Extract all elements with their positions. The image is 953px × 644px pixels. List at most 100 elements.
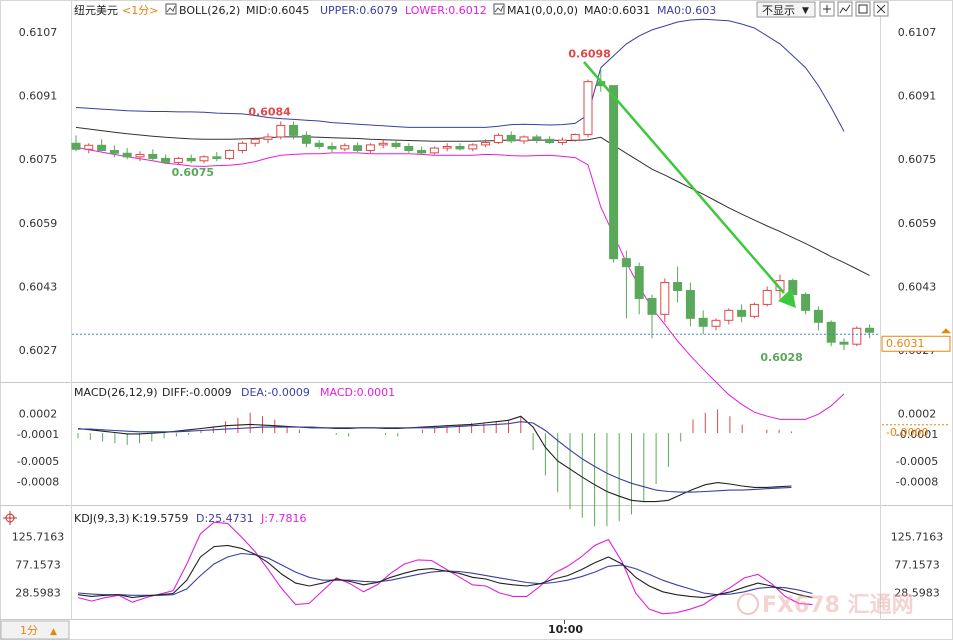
candle-body xyxy=(391,142,401,147)
extreme-label: 0.6075 xyxy=(172,166,214,179)
boll-lower-value: LOWER:0.6012 xyxy=(405,4,487,17)
ma1-label: MA1(0,0,0,0) xyxy=(507,4,578,17)
y-tick-left: 0.6091 xyxy=(19,90,58,103)
macd-panel: 0.0002 0.0002 -0.0001 -0.0001 -0.0005 -0.0005… xyxy=(17,408,950,527)
extreme-label: 0.6028 xyxy=(760,351,802,364)
last-price-value: 0.6031 xyxy=(886,337,925,350)
candle xyxy=(442,143,452,152)
candle xyxy=(301,131,311,148)
macd-y-tick-left: -0.0001 xyxy=(17,428,59,441)
candle-body xyxy=(737,309,747,317)
candle-body xyxy=(212,156,222,159)
candle-body xyxy=(557,139,567,144)
candle xyxy=(212,152,222,162)
y-tick-right: 0.6075 xyxy=(898,153,937,166)
macd-dea-line xyxy=(78,421,792,493)
candle-body xyxy=(583,81,593,136)
candle-body xyxy=(97,144,107,151)
candle xyxy=(506,131,516,144)
y-tick-left: 0.6075 xyxy=(19,153,58,166)
candle-body xyxy=(289,124,299,136)
candle xyxy=(621,250,631,319)
main-annotations: 0.6031 0.6098 0.6084 0.6075 0.6028 xyxy=(72,48,951,364)
candle xyxy=(417,146,427,155)
kdj-name: KDJ(9,3,3) xyxy=(74,512,130,525)
kdj-panel: 125.7163 125.7163 77.1573 77.1573 28.5983 28.… xyxy=(12,521,944,615)
candle xyxy=(557,137,567,145)
crosshair-settings-icon[interactable] xyxy=(3,511,17,525)
close-icon[interactable] xyxy=(873,1,889,17)
candle-body xyxy=(148,153,158,159)
indicator-settings-icon[interactable] xyxy=(837,1,853,17)
candle xyxy=(852,326,862,347)
candle xyxy=(839,338,849,351)
candle xyxy=(148,149,158,161)
candle xyxy=(609,85,619,263)
candle-body xyxy=(698,317,708,327)
y-tick-right: 0.6043 xyxy=(898,281,937,294)
candle xyxy=(698,310,708,335)
candle-body xyxy=(122,152,132,158)
kdj-header: KDJ(9,3,3) K:19.5759 D:25.4731 J:7.7816 xyxy=(3,511,306,525)
period-tag: <1分> xyxy=(122,4,158,17)
candle xyxy=(404,143,414,153)
kdj-d-value: D:25.4731 xyxy=(196,512,254,525)
candle xyxy=(378,140,388,149)
add-indicator-icon[interactable] xyxy=(819,1,835,17)
candle-body xyxy=(250,138,260,144)
candle xyxy=(353,142,363,153)
macd-y-tick-right: 0.0002 xyxy=(898,408,937,421)
candle-body xyxy=(852,327,862,345)
candle xyxy=(647,294,657,339)
candle xyxy=(289,121,299,140)
y-tick-right: 0.6091 xyxy=(898,90,937,103)
candle xyxy=(685,282,695,327)
candle-body xyxy=(378,142,388,146)
boll-upper-value: UPPER:0.6079 xyxy=(320,4,398,17)
candle-body xyxy=(609,85,619,260)
candle xyxy=(583,79,593,138)
time-axis-label: 10:00 xyxy=(548,623,583,636)
candle-body xyxy=(173,157,183,163)
candle xyxy=(84,143,94,154)
candle xyxy=(455,143,465,151)
candle xyxy=(340,143,350,152)
chevron-up-icon: ▲ xyxy=(50,627,57,637)
boll-lower-line xyxy=(75,146,845,420)
candle xyxy=(762,286,772,307)
candle-body xyxy=(493,134,503,144)
hide-indicator-dropdown[interactable]: 不显示 ▼ xyxy=(756,1,816,18)
candle-body xyxy=(801,293,811,311)
candle-body xyxy=(813,309,823,323)
period-button-label: 1分 xyxy=(20,624,38,637)
candle-body xyxy=(545,138,555,144)
chevron-down-icon: ▼ xyxy=(802,6,809,16)
maximize-icon[interactable] xyxy=(855,1,871,17)
candle-body xyxy=(839,341,849,345)
candle-body xyxy=(237,142,247,151)
candle xyxy=(724,308,734,325)
kdj-k-line xyxy=(77,544,813,599)
macd-macd-value: MACD:0.0001 xyxy=(320,386,395,399)
period-selector[interactable]: 1分 ▲ xyxy=(0,620,70,640)
candle-body xyxy=(71,142,81,150)
last-price-tag: 0.6031 xyxy=(881,335,951,352)
macd-y-tick-left: 0.0002 xyxy=(19,408,58,421)
candle-body xyxy=(365,144,375,151)
macd-diff-value: DIFF:-0.0009 xyxy=(162,386,232,399)
candle xyxy=(71,135,81,152)
macd-header: MACD(26,12,9) DIFF:-0.0009 DEA:-0.0009 M… xyxy=(74,386,395,399)
watermark-text: FX678 汇通网 xyxy=(762,593,914,618)
candlesticks xyxy=(71,67,875,351)
kdj-y-tick-right: 77.1573 xyxy=(894,558,940,571)
candle xyxy=(250,137,260,147)
macd-y-tick-right: -0.0005 xyxy=(896,455,938,468)
candle xyxy=(199,155,209,164)
kdj-y-tick-right: 125.7163 xyxy=(891,530,944,543)
extreme-label: 0.6098 xyxy=(568,48,610,61)
macd-dea-value: DEA:-0.0009 xyxy=(241,386,310,399)
macd-diff-line xyxy=(77,415,792,503)
candle-body xyxy=(570,134,580,141)
candle-body xyxy=(519,136,529,142)
